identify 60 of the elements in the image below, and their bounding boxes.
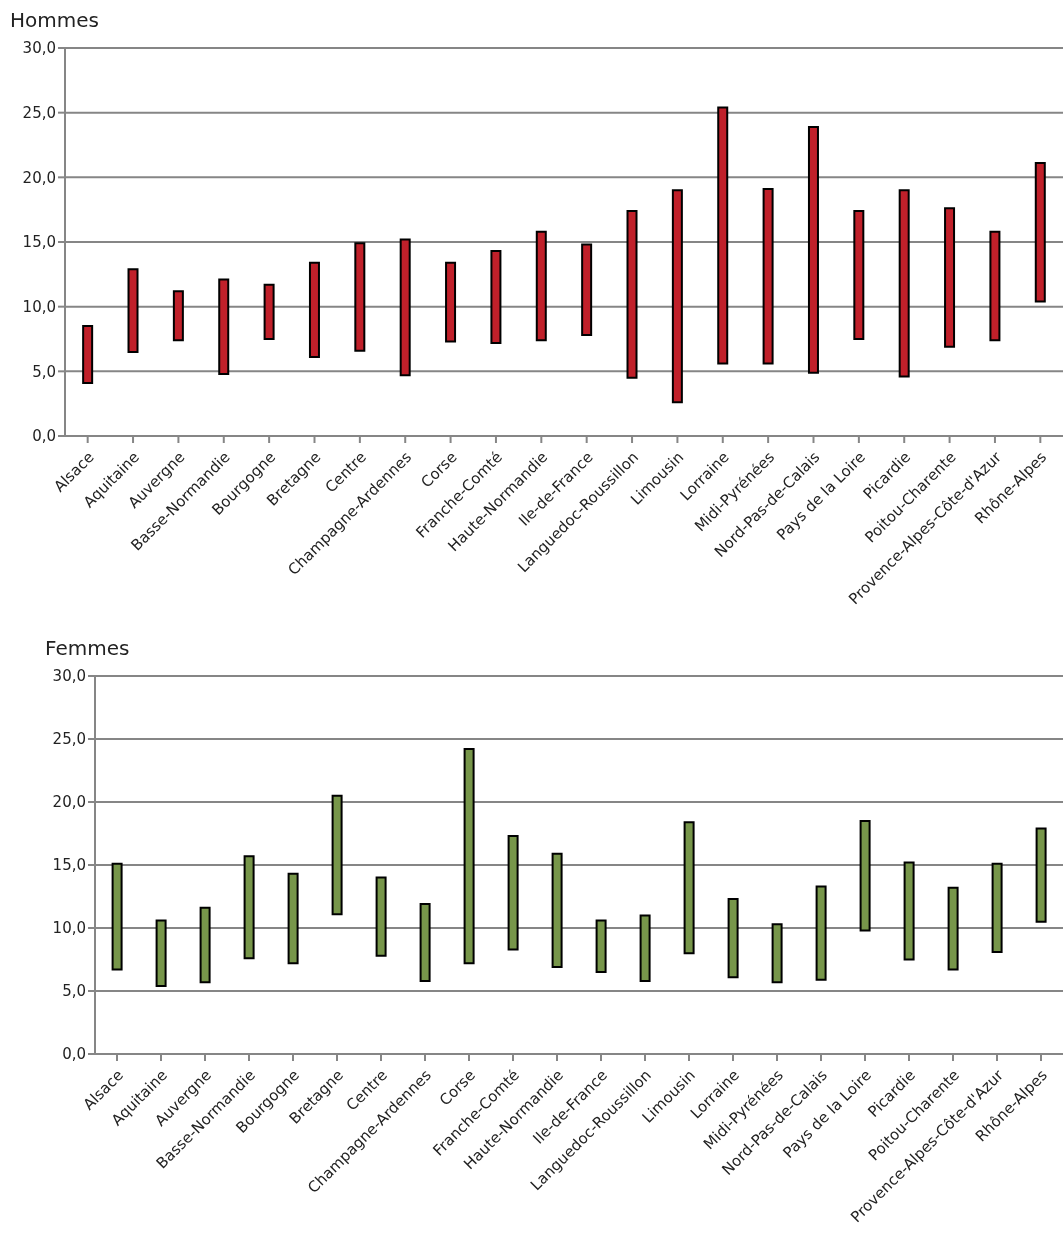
bar [944, 207, 956, 348]
chart-title: Femmes [45, 636, 131, 662]
bar [1034, 162, 1046, 303]
bar [853, 209, 865, 340]
y-tick-label: 0,0 [62, 1045, 86, 1064]
bar [127, 268, 139, 353]
bar [1035, 827, 1047, 923]
bar [463, 748, 475, 965]
bar [490, 250, 502, 344]
bar [683, 821, 695, 955]
bar [859, 819, 871, 932]
chart-title: Hommes [10, 8, 100, 34]
bar [243, 855, 255, 960]
y-tick-label: 10,0 [52, 919, 86, 938]
y-tick-label: 15,0 [52, 856, 86, 875]
bar [354, 242, 366, 352]
y-tick-label: 5,0 [62, 982, 86, 1001]
bar [989, 230, 1001, 342]
bar [991, 862, 1003, 953]
bar [727, 898, 739, 979]
y-tick-label: 25,0 [52, 730, 86, 749]
bar [551, 852, 563, 969]
bar [807, 125, 819, 374]
bar [671, 189, 683, 404]
y-tick-label: 30,0 [22, 39, 56, 58]
y-tick-label: 20,0 [52, 793, 86, 812]
bar [898, 189, 910, 378]
bar [399, 238, 411, 377]
y-tick-label: 0,0 [32, 427, 56, 446]
bar [815, 885, 827, 981]
bar [375, 876, 387, 957]
bar [595, 919, 607, 974]
y-tick-label: 20,0 [22, 168, 56, 187]
bar [717, 106, 729, 365]
bar [626, 209, 638, 379]
bar [639, 914, 651, 982]
bar [82, 325, 94, 384]
bar [331, 794, 343, 916]
bar [419, 903, 431, 982]
bar [947, 886, 959, 971]
bar [762, 187, 774, 365]
y-tick-label: 5,0 [32, 362, 56, 381]
y-tick-label: 25,0 [22, 103, 56, 122]
bar [445, 261, 457, 343]
y-tick-label: 15,0 [22, 233, 56, 252]
bar [535, 230, 547, 342]
bar [172, 290, 184, 342]
bar [771, 923, 783, 984]
y-tick-label: 30,0 [52, 667, 86, 686]
bar [263, 283, 275, 340]
bar [111, 862, 123, 971]
bar [218, 278, 230, 375]
bar [308, 261, 320, 359]
bar [903, 861, 915, 961]
bar [507, 835, 519, 951]
bar [581, 243, 593, 337]
y-tick-label: 10,0 [22, 297, 56, 316]
bar [199, 906, 211, 984]
bar [287, 872, 299, 965]
bar [155, 919, 167, 987]
